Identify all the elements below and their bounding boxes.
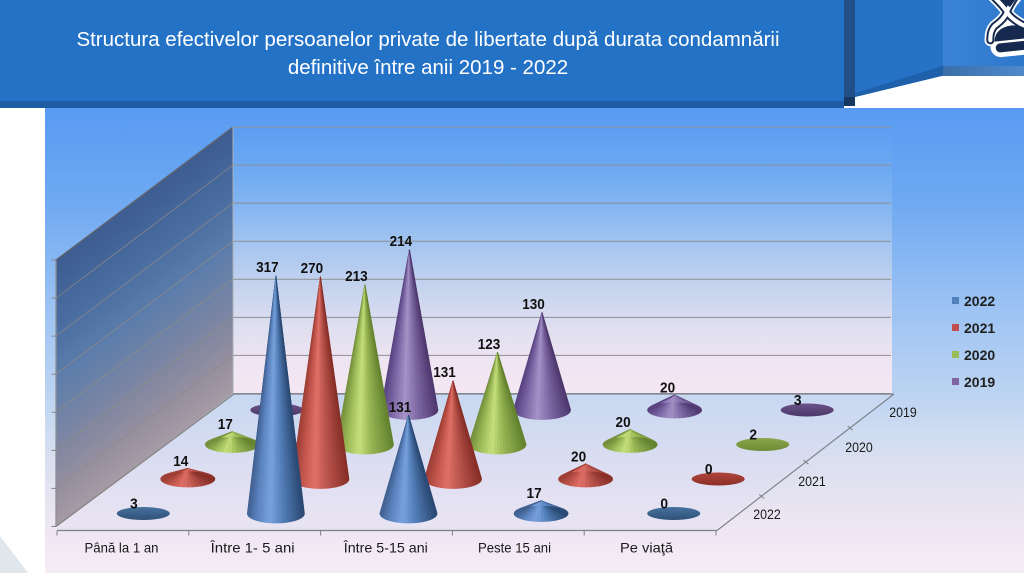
svg-text:0: 0	[660, 496, 668, 513]
svg-text:2019: 2019	[889, 405, 917, 420]
svg-text:2022: 2022	[753, 507, 781, 522]
svg-text:Între 1- 5 ani: Între 1- 5 ani	[210, 540, 295, 556]
svg-text:Până la 1 an: Până la 1 an	[85, 540, 159, 556]
svg-text:270: 270	[301, 260, 324, 277]
svg-text:317: 317	[256, 259, 279, 276]
svg-text:Peste 15 ani: Peste 15 ani	[478, 540, 551, 556]
svg-text:123: 123	[478, 336, 501, 353]
svg-text:2: 2	[749, 427, 757, 444]
svg-text:3: 3	[794, 392, 802, 409]
svg-text:Între 5-15 ani: Între 5-15 ani	[343, 540, 428, 556]
svg-text:20: 20	[616, 414, 631, 431]
svg-text:20: 20	[571, 449, 586, 466]
svg-text:17: 17	[527, 485, 542, 502]
svg-text:3: 3	[130, 496, 138, 513]
svg-text:17: 17	[218, 416, 233, 433]
svg-text:213: 213	[345, 268, 368, 285]
svg-text:14: 14	[173, 453, 189, 470]
svg-text:131: 131	[433, 364, 456, 381]
svg-text:20: 20	[660, 380, 675, 397]
svg-text:2020: 2020	[845, 440, 873, 455]
svg-text:130: 130	[522, 296, 545, 313]
svg-text:131: 131	[389, 399, 412, 416]
svg-text:214: 214	[390, 233, 413, 250]
svg-text:0: 0	[705, 461, 713, 478]
svg-text:2021: 2021	[798, 474, 826, 489]
svg-text:Pe viaţă: Pe viaţă	[620, 540, 673, 556]
